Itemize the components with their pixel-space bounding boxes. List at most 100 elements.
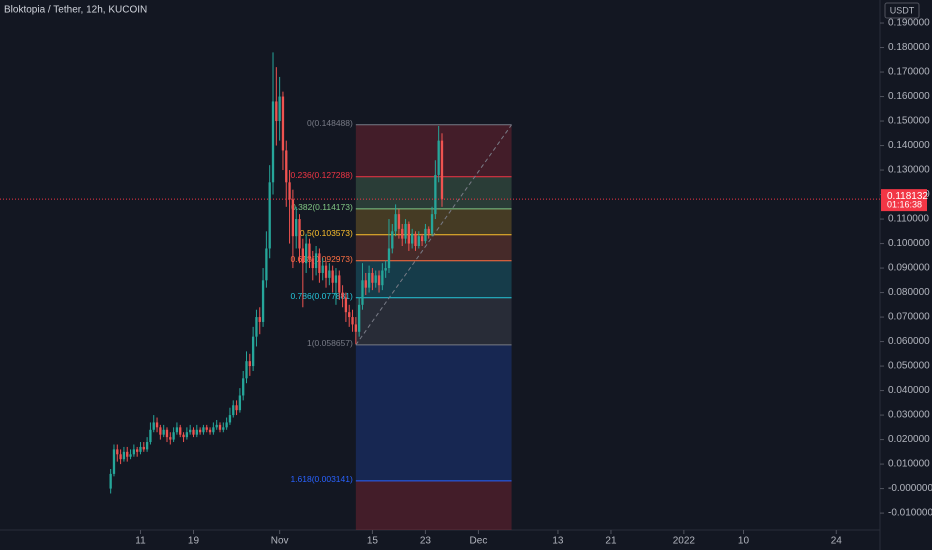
- candle-body: [338, 275, 341, 293]
- fib-zone: [355, 297, 512, 345]
- candle-body: [301, 248, 304, 264]
- candle-body: [417, 236, 420, 247]
- y-tick-label: 0.140000: [888, 140, 930, 151]
- x-tick-label: 11: [135, 536, 146, 547]
- y-tick-label: 0.190000: [888, 18, 930, 29]
- candle-body: [149, 429, 152, 443]
- y-tick-label: 0.040000: [888, 385, 930, 396]
- fib-zone: [355, 208, 512, 235]
- x-tick-label: 2022: [673, 536, 696, 547]
- candle-body: [238, 395, 242, 411]
- candle-body: [288, 182, 291, 200]
- candle-body: [427, 228, 430, 234]
- y-tick-label: 0.070000: [888, 312, 930, 323]
- candle-body: [291, 199, 295, 237]
- candle-body: [285, 150, 288, 183]
- fib-level-label: 0.5(0.103573): [300, 228, 353, 238]
- y-tick-label: 0.080000: [888, 287, 930, 298]
- candle-body: [212, 427, 215, 433]
- y-tick-label: 0.030000: [888, 410, 930, 421]
- candle-body: [371, 272, 374, 283]
- candle-body: [198, 429, 202, 433]
- candle-body: [112, 449, 116, 474]
- candle-body: [222, 427, 225, 430]
- candle-body: [334, 275, 338, 283]
- candle-body: [268, 182, 271, 249]
- candle-body: [401, 228, 404, 239]
- candle-body: [205, 427, 208, 430]
- y-tick-label: 0.110000: [888, 214, 929, 225]
- candle-body: [255, 317, 258, 337]
- y-tick-label: -0.010000: [888, 508, 932, 519]
- candle-body: [348, 312, 351, 318]
- x-tick-label: 15: [367, 536, 379, 547]
- candle-body: [145, 442, 149, 450]
- fib-level-label: 0.236(0.127288): [290, 170, 353, 180]
- candle-body: [228, 415, 232, 423]
- candles-layer: [109, 52, 444, 494]
- candle-body: [377, 275, 381, 286]
- candle-body: [387, 248, 391, 269]
- candle-body: [357, 304, 361, 332]
- candle-body: [407, 223, 411, 244]
- fib-zone: [355, 176, 512, 209]
- currency-box[interactable]: [884, 2, 920, 19]
- candle-body: [281, 96, 285, 151]
- x-tick-label: 19: [188, 536, 200, 547]
- candle-body: [258, 317, 261, 322]
- candle-body: [182, 434, 185, 438]
- candle-body: [364, 280, 367, 288]
- candle-body: [162, 429, 165, 435]
- candle-body: [218, 424, 222, 430]
- candle-body: [314, 253, 318, 269]
- candle-body: [185, 432, 189, 438]
- candle-body: [119, 454, 122, 460]
- x-tick-label: 13: [552, 536, 564, 547]
- candle-body: [351, 317, 354, 325]
- fib-level-label: 0.382(0.114173): [291, 202, 353, 212]
- candle-body: [321, 265, 324, 273]
- candle-body: [245, 361, 248, 379]
- candle-body: [278, 96, 281, 122]
- candle-body: [235, 405, 238, 411]
- candle-body: [411, 233, 414, 244]
- candle-body: [420, 236, 424, 242]
- candle-body: [328, 270, 331, 278]
- candle-body: [308, 243, 311, 259]
- candle-body: [318, 253, 321, 273]
- fib-level-label: 0.618(0.092973): [290, 254, 353, 264]
- candle-body: [404, 223, 407, 239]
- y-tick-label: 0.130000: [888, 165, 930, 176]
- candle-body: [122, 451, 126, 460]
- candle-body: [159, 427, 162, 435]
- fib-level-label: 1.618(0.003141): [290, 474, 353, 484]
- chart-title: Bloktopia / Tether, 12h, KUCOIN: [4, 5, 147, 16]
- candle-body: [324, 265, 328, 278]
- candle-body: [424, 228, 427, 242]
- candle-body: [434, 174, 437, 215]
- candle-body: [367, 272, 371, 288]
- y-tick-label: 0.150000: [888, 116, 930, 127]
- x-tick-label: 21: [605, 536, 617, 547]
- currency-label[interactable]: USDT: [890, 5, 915, 15]
- candle-body: [394, 214, 397, 232]
- y-tick-label: -0.000000: [888, 483, 932, 494]
- candle-body: [341, 292, 344, 298]
- fib-level-label: 0.786(0.077881): [290, 291, 353, 301]
- candle-body: [165, 429, 169, 438]
- y-tick-label: 0.100000: [888, 238, 930, 249]
- y-tick-label: 0.010000: [888, 459, 930, 470]
- y-tick-label: 0.170000: [888, 67, 930, 78]
- candle-body: [172, 432, 175, 440]
- fib-level-label: 1(0.058657): [307, 338, 353, 348]
- countdown-label: 01:16:38: [887, 200, 922, 210]
- fib-zone: [355, 480, 512, 530]
- candle-body: [242, 378, 245, 396]
- candle-body: [331, 270, 334, 283]
- last-price-label: 0.118132: [887, 191, 928, 202]
- candle-body: [261, 280, 265, 322]
- candle-body: [225, 422, 228, 428]
- candle-body: [440, 140, 444, 200]
- y-tick-label: 0.090000: [888, 263, 930, 274]
